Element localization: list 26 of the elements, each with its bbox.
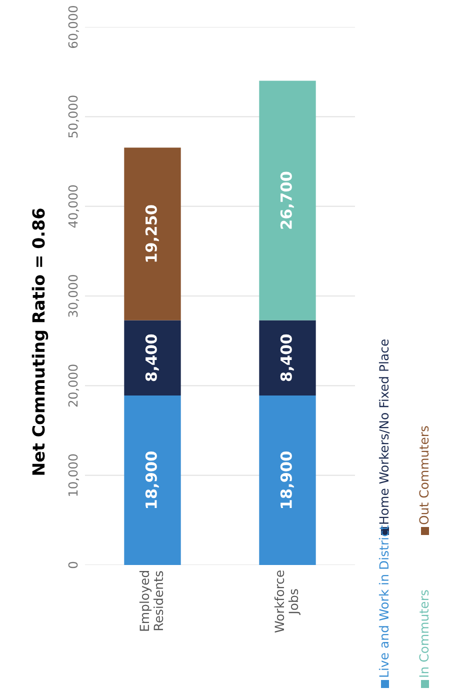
text: Out Commuters	[419, 426, 429, 524]
data-label: 8,400	[145, 334, 159, 382]
data-label: 26,700	[280, 172, 294, 229]
y-tick-label: 10,000	[68, 454, 79, 496]
bar	[259, 320, 316, 396]
data-label: 18,900	[145, 452, 159, 508]
text: In Commuters	[419, 590, 429, 677]
data-label: 19,250	[145, 205, 159, 262]
data-label: 18,900	[280, 452, 294, 508]
y-tick-label: 40,000	[68, 185, 79, 228]
bar	[124, 396, 181, 565]
y-tick-label: 0	[68, 562, 78, 568]
bar	[259, 396, 316, 565]
bar	[124, 148, 181, 320]
text: Live and Work in District	[378, 525, 389, 677]
bar	[259, 80, 316, 320]
y-tick-label: 60,000	[68, 6, 79, 48]
text: Net Commuting Ratio = 0.86	[32, 208, 48, 475]
bar	[124, 320, 181, 396]
x-tick-label: Workforce Jobs	[274, 570, 300, 633]
y-tick-label: 20,000	[68, 364, 79, 407]
y-tick-label: 50,000	[68, 96, 79, 138]
text: Home Workers/No Fixed Place	[378, 339, 390, 524]
data-label: 8,400	[280, 334, 294, 382]
y-tick-label: 30,000	[68, 274, 79, 317]
x-tick-label: Employed Residents	[139, 571, 164, 631]
